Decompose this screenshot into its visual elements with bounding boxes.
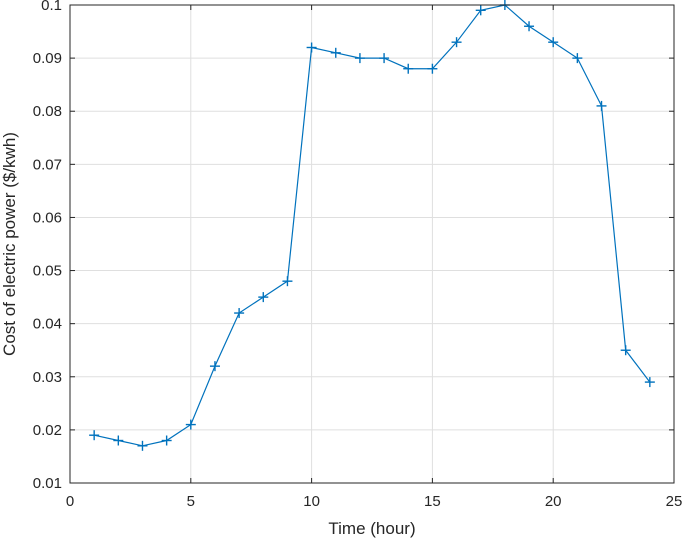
x-tick-label: 20	[545, 493, 562, 510]
data-point-marker	[475, 5, 486, 16]
data-point-marker	[137, 440, 148, 451]
y-tick-label: 0.09	[33, 50, 62, 67]
y-tick-label: 0.01	[33, 475, 62, 492]
data-point-marker	[644, 377, 655, 388]
data-point-marker	[209, 361, 220, 372]
data-point-marker	[620, 345, 631, 356]
data-point-marker	[403, 63, 414, 74]
y-axis-label: Cost of electric power ($/kwh)	[0, 132, 19, 356]
x-tick-label: 10	[303, 493, 320, 510]
data-point-marker	[524, 21, 535, 32]
data-point-marker	[113, 435, 124, 446]
y-tick-label: 0.04	[33, 316, 62, 333]
series-layer	[89, 0, 655, 451]
data-point-marker	[572, 53, 583, 64]
data-point-marker	[451, 37, 462, 48]
x-axis-label: Time (hour)	[328, 519, 415, 538]
data-point-marker	[427, 63, 438, 74]
y-tick-label: 0.07	[33, 156, 62, 173]
data-point-marker	[89, 430, 100, 441]
y-tick-label: 0.05	[33, 263, 62, 280]
grid-lines	[70, 5, 674, 483]
data-point-marker	[330, 47, 341, 58]
data-point-marker	[596, 100, 607, 111]
data-point-marker	[258, 292, 269, 303]
y-tick-label: 0.08	[33, 103, 62, 120]
data-point-marker	[306, 42, 317, 53]
data-point-marker	[234, 308, 245, 319]
data-point-marker	[282, 276, 293, 287]
data-point-marker	[161, 435, 172, 446]
plot-background	[70, 5, 674, 483]
y-tick-label: 0.1	[41, 0, 62, 14]
data-point-marker	[548, 37, 559, 48]
data-point-marker	[379, 53, 390, 64]
series-line	[94, 4, 651, 447]
x-tick-label: 25	[666, 493, 683, 510]
y-tick-label: 0.06	[33, 209, 62, 226]
data-point-marker	[185, 419, 196, 430]
tick-layer: 0 5 10 15 20 25 0.01 0.02 0.03 0.04 0.05 0.06 0.07 0.…	[33, 0, 683, 510]
x-tick-label: 0	[66, 493, 74, 510]
x-tick-label: 15	[424, 493, 441, 510]
plot-frame	[69, 4, 675, 484]
data-point-marker	[354, 53, 365, 64]
y-tick-label: 0.03	[33, 369, 62, 386]
y-tick-label: 0.02	[33, 422, 62, 439]
x-tick-label: 5	[187, 493, 195, 510]
